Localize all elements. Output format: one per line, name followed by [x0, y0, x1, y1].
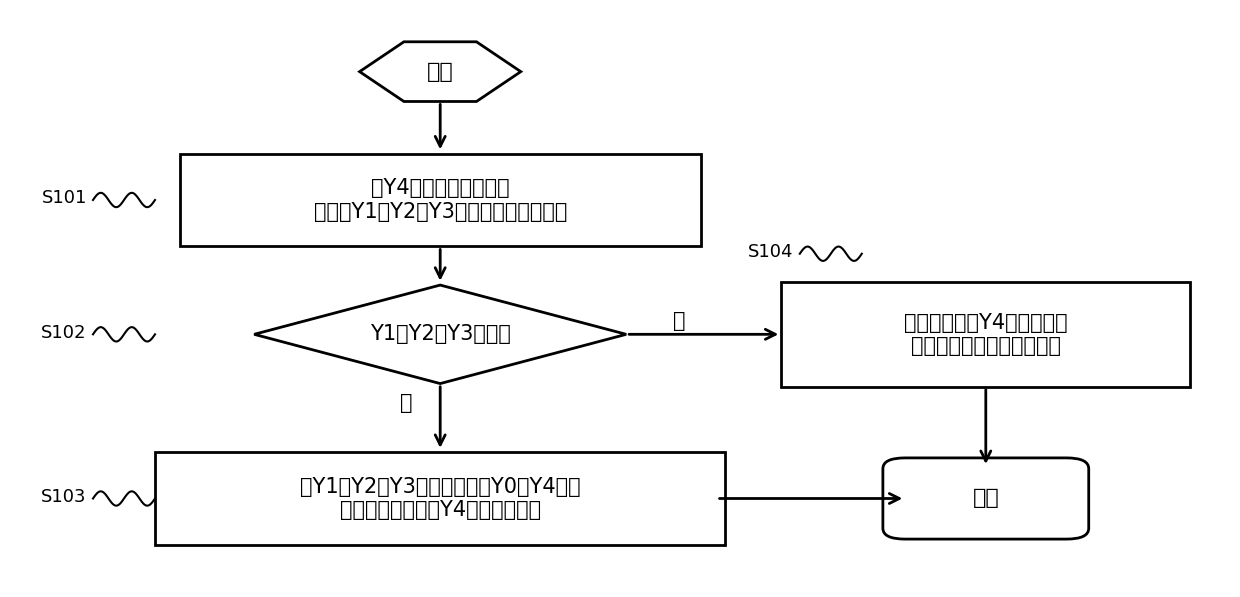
Text: S101: S101 [41, 189, 87, 207]
Text: 否: 否 [673, 311, 686, 331]
Text: 开始: 开始 [427, 61, 454, 82]
Polygon shape [254, 285, 626, 384]
Text: S102: S102 [41, 324, 87, 341]
Text: 结束: 结束 [972, 488, 999, 509]
Text: 以Y1、Y2、Y3信号的表决值Y0对Y4信号
进行监控，以确定Y4信号是否正常: 以Y1、Y2、Y3信号的表决值Y0对Y4信号 进行监控，以确定Y4信号是否正常 [300, 477, 580, 520]
FancyBboxPatch shape [883, 458, 1089, 539]
Text: 通过备用信号Y4对异常信号
进行辅助确定，以确认故障: 通过备用信号Y4对异常信号 进行辅助确定，以确认故障 [904, 313, 1068, 356]
Text: S103: S103 [41, 488, 87, 506]
Bar [180, 153, 701, 246]
Bar [781, 282, 1190, 387]
Text: 是: 是 [401, 393, 413, 413]
Text: 将Y4作为备用信号，使
用信号Y1、Y2、Y3进行余度监控与表决: 将Y4作为备用信号，使 用信号Y1、Y2、Y3进行余度监控与表决 [314, 179, 567, 221]
Polygon shape [360, 42, 521, 101]
Text: Y1、Y2、Y3正常？: Y1、Y2、Y3正常？ [370, 324, 511, 344]
Text: S104: S104 [748, 243, 794, 261]
Bar [155, 453, 725, 544]
